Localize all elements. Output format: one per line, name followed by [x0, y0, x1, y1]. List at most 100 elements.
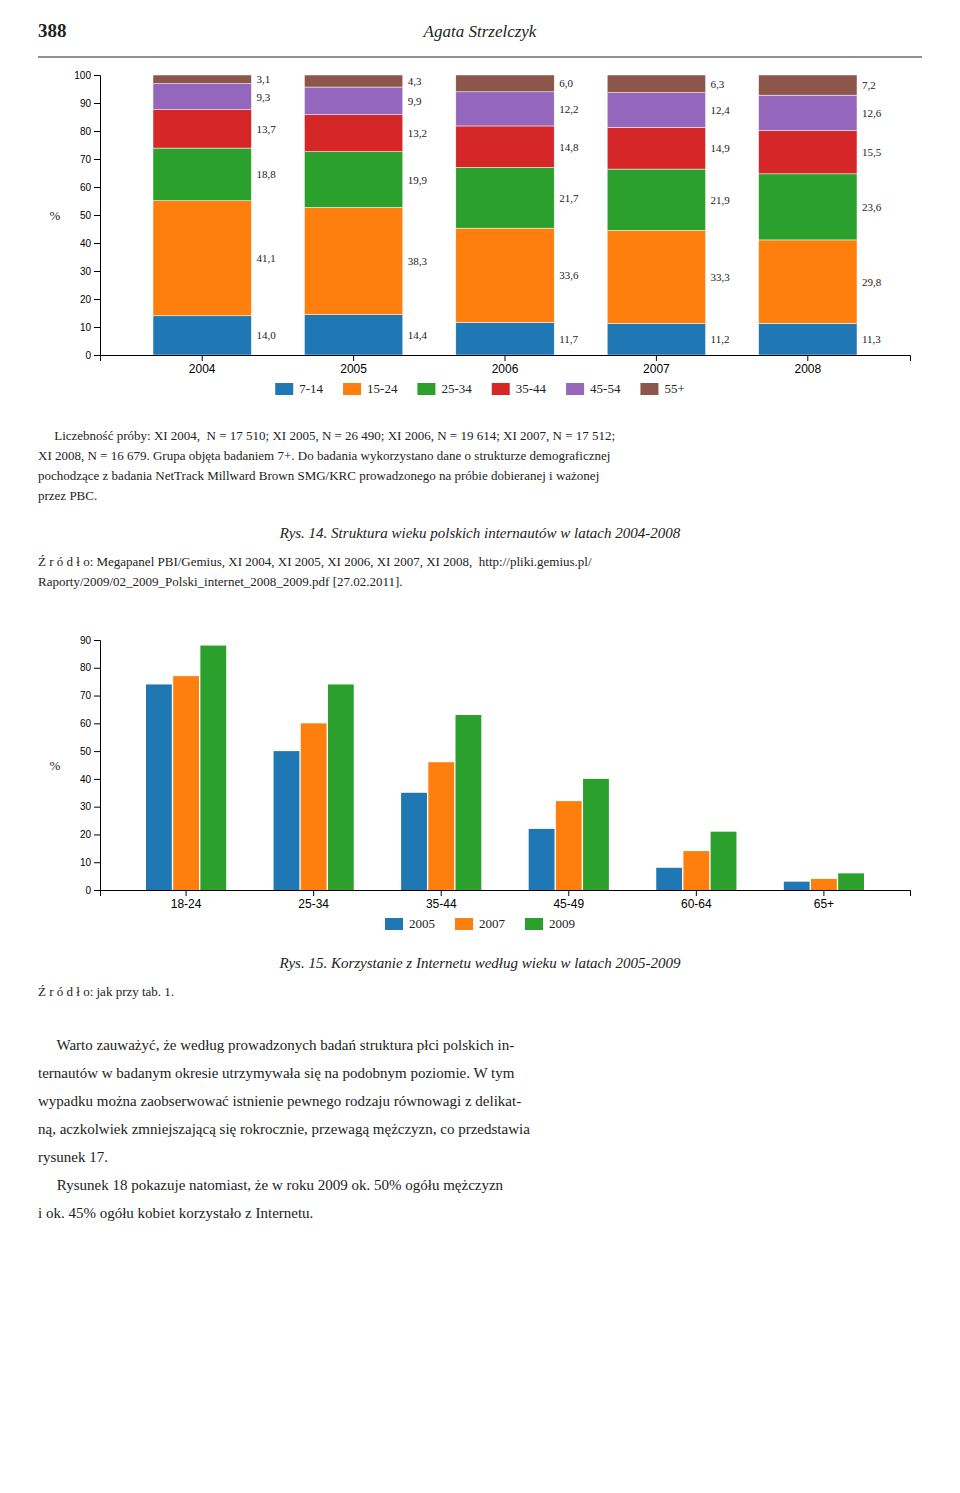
tick-mark — [568, 890, 569, 896]
legend-item: 45-54 — [566, 381, 621, 396]
bar — [146, 684, 172, 890]
tick: 18-24 — [171, 890, 202, 911]
body-line: Warto zauważyć, że według prowadzonych b… — [38, 1037, 514, 1053]
tick-label: 10 — [80, 857, 92, 868]
data-label: 11,7 — [559, 333, 578, 345]
legend: 2005 2007 2009 — [385, 916, 575, 931]
bar — [274, 751, 300, 890]
tick-mark — [94, 723, 100, 724]
legend-item: 2005 — [385, 916, 435, 931]
legend-item: 15-24 — [343, 381, 398, 396]
body-line: ną, aczkolwiek zmniejszającą się rokrocz… — [38, 1121, 530, 1137]
tick-mark — [505, 355, 506, 361]
legend-label: 25-34 — [441, 381, 472, 396]
bar-segment — [153, 110, 251, 148]
legend-swatch — [385, 918, 403, 930]
bar — [301, 723, 327, 890]
legend-label: 2009 — [549, 916, 575, 931]
bar-segment — [304, 87, 402, 115]
data-label: 11,3 — [862, 333, 881, 345]
tick-label: 40 — [80, 774, 92, 785]
legend-item: 2009 — [525, 916, 575, 931]
tick-label: 70 — [80, 154, 92, 165]
bar-segment — [304, 315, 402, 355]
bars — [153, 75, 857, 355]
header: 388Agata Strzelczyk — [38, 20, 922, 57]
bar-segment — [759, 130, 857, 173]
tick-label: 20 — [80, 294, 92, 305]
tick-mark — [94, 807, 100, 808]
legend-item: 25-34 — [417, 381, 472, 396]
bar-segment — [304, 152, 402, 208]
data-label: 12,4 — [711, 104, 731, 116]
tick-mark — [94, 271, 100, 272]
tick-label: 0 — [85, 885, 91, 896]
tick-mark — [94, 640, 100, 641]
tick-mark — [94, 131, 100, 132]
header-rule — [38, 57, 922, 58]
bar-segment — [607, 169, 705, 230]
tick: 80 — [80, 126, 100, 137]
legend-item: 2007 — [455, 916, 506, 931]
tick-label: 90 — [80, 98, 92, 109]
data-label: 14,8 — [559, 141, 579, 153]
source-line: Raporty/2009/02_2009_Polski_internet_200… — [38, 574, 403, 589]
tick-label: 50 — [80, 746, 92, 757]
note-line: Liczebność próby: XI 2004, N = 17 510; X… — [38, 428, 615, 443]
tick-label: 0 — [85, 350, 91, 361]
bar — [784, 882, 810, 890]
tick-label: 2005 — [340, 362, 367, 376]
tick: 70 — [80, 154, 100, 165]
tick: 40 — [80, 774, 100, 785]
axis-title: % — [50, 758, 61, 773]
data-label: 21,7 — [559, 192, 579, 204]
data-label: 12,6 — [862, 107, 882, 119]
tick-label: 60-64 — [681, 897, 712, 911]
tick-label: 10 — [80, 322, 92, 333]
tick-mark — [823, 890, 824, 896]
source-line: Ź r ó d ł o: Megapanel PBI/Gemius, XI 20… — [38, 554, 592, 569]
tick: 25-34 — [298, 890, 329, 911]
tick-mark — [94, 159, 100, 160]
caption: Rys. 15. Korzystanie z Internetu według … — [279, 955, 681, 971]
running-title: Agata Strzelczyk — [423, 22, 537, 41]
bar-segment — [304, 115, 402, 152]
data-label: 6,0 — [559, 77, 573, 89]
bar-segment — [153, 201, 251, 316]
tick-label: 18-24 — [171, 897, 202, 911]
y-axis: 0102030405060708090 — [80, 635, 101, 896]
legend-swatch — [343, 383, 361, 395]
axis-line — [101, 891, 911, 897]
tick-mark — [186, 890, 187, 896]
tick: 2005 — [340, 355, 367, 376]
tick: 10 — [80, 857, 100, 868]
bar-segment — [759, 75, 857, 95]
chart: 14,014,411,711,211,341,138,333,633,329,8… — [50, 70, 911, 396]
body-line: rysunek 17. — [38, 1149, 108, 1165]
tick-label: 70 — [80, 690, 92, 701]
caption: Rys. 14. Struktura wieku polskich intern… — [279, 525, 681, 541]
data-label: 29,8 — [862, 276, 882, 288]
tick-label: 2006 — [492, 362, 519, 376]
tick-mark — [94, 299, 100, 300]
tick-label: 60 — [80, 718, 92, 729]
body-line: i ok. 45% ogółu kobiet korzystało z Inte… — [38, 1205, 313, 1221]
tick-label: 65+ — [814, 897, 834, 911]
bar — [529, 829, 555, 890]
tick-label: 50 — [80, 210, 92, 221]
body-text: Warto zauważyć, że według prowadzonych b… — [38, 1037, 530, 1221]
chart: 010203040506070809018-2425-3435-4445-496… — [50, 635, 911, 931]
bar-segment — [456, 92, 554, 126]
legend-swatch — [275, 383, 293, 395]
data-label: 19,9 — [408, 174, 428, 186]
tick-mark — [94, 243, 100, 244]
x-axis: 20042005200620072008 — [101, 355, 911, 376]
body-line: ternautów w badanym okresie utrzymywała … — [38, 1065, 515, 1081]
data-label: 7,2 — [862, 79, 876, 91]
bar — [811, 879, 837, 890]
tick-mark — [94, 862, 100, 863]
data-label: 21,9 — [711, 194, 731, 206]
tick: 2006 — [492, 355, 519, 376]
tick-mark — [94, 355, 100, 356]
tick: 80 — [80, 662, 100, 673]
